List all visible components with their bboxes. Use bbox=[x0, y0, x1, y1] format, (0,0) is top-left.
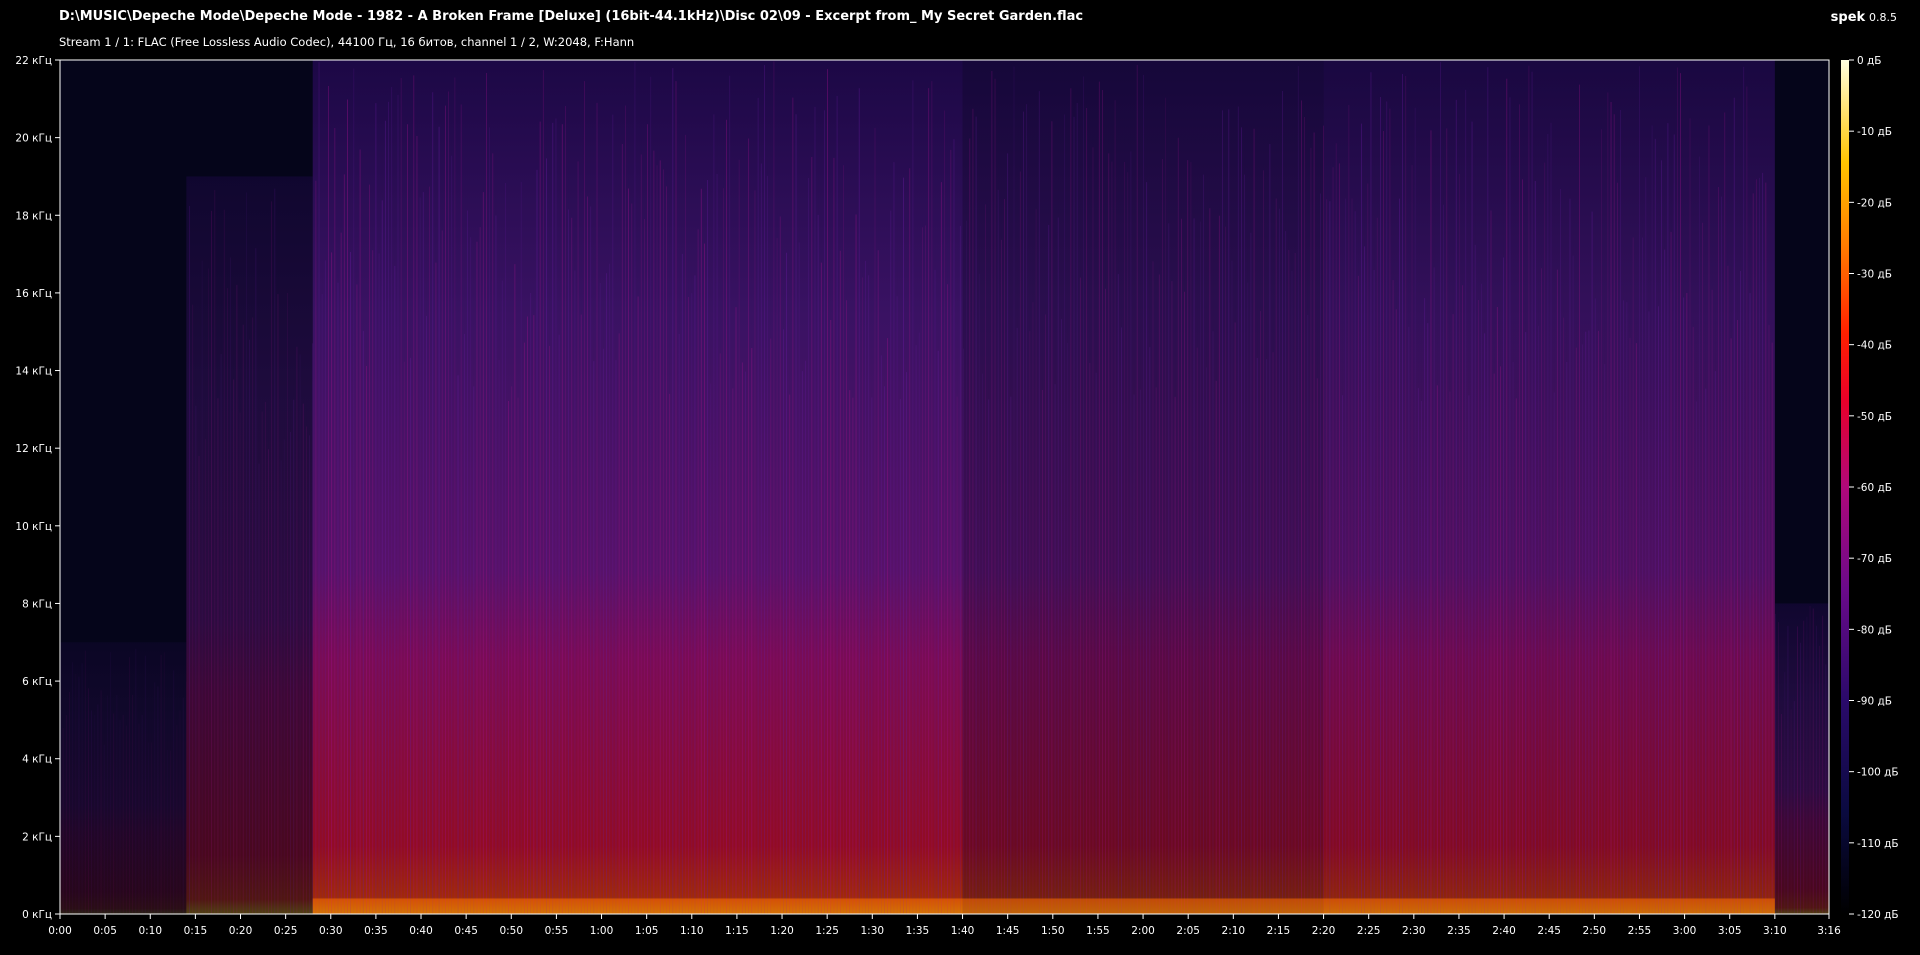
x-tick-label: 0:55 bbox=[545, 925, 569, 937]
x-tick-label: 1:10 bbox=[680, 925, 704, 937]
x-tick-label: 3:00 bbox=[1673, 925, 1697, 937]
x-tick-label: 1:45 bbox=[996, 925, 1020, 937]
x-tick-label: 0:35 bbox=[364, 925, 388, 937]
colorbar-tick-label: -80 дБ bbox=[1857, 624, 1892, 636]
x-tick-label: 0:05 bbox=[93, 925, 117, 937]
x-tick-label: 3:05 bbox=[1718, 925, 1742, 937]
stream-info: Stream 1 / 1: FLAC (Free Lossless Audio … bbox=[59, 35, 635, 49]
y-tick-label: 6 кГц bbox=[22, 676, 52, 688]
x-tick-label: 2:30 bbox=[1402, 925, 1426, 937]
x-tick-label: 2:15 bbox=[1267, 925, 1291, 937]
axes: 0 кГц 2 кГц 4 кГц 6 кГц 8 кГц 10 кГц 12 кГц 14 … bbox=[15, 55, 1841, 937]
x-tick-label: 1:40 bbox=[951, 925, 975, 937]
x-tick-label: 0:20 bbox=[229, 925, 253, 937]
colorbar-tick-label: 0 дБ bbox=[1857, 55, 1881, 67]
spectrogram-segment bbox=[1323, 60, 1775, 914]
colorbar-tick-label: -40 дБ bbox=[1857, 340, 1892, 352]
x-tick-label: 2:25 bbox=[1357, 925, 1381, 937]
y-tick-label: 10 кГц bbox=[15, 521, 52, 533]
x-tick-label: 1:35 bbox=[906, 925, 930, 937]
y-tick-label: 0 кГц bbox=[22, 909, 52, 921]
x-tick-label: 0:00 bbox=[48, 925, 72, 937]
x-tick-label: 1:30 bbox=[860, 925, 884, 937]
spectrogram-segment bbox=[962, 60, 1324, 914]
y-tick-label: 16 кГц bbox=[15, 288, 52, 300]
colorbar-tick-label: -90 дБ bbox=[1857, 696, 1892, 708]
colorbar-tick-label: -110 дБ bbox=[1857, 838, 1899, 850]
colorbar-tick-label: -20 дБ bbox=[1857, 197, 1892, 209]
x-tick-label: 0:50 bbox=[499, 925, 523, 937]
x-tick-label: 1:55 bbox=[1086, 925, 1110, 937]
x-tick-label: 2:50 bbox=[1583, 925, 1607, 937]
y-tick-label: 4 кГц bbox=[22, 754, 52, 766]
spectrogram-segment bbox=[312, 60, 963, 914]
x-tick-label: 1:05 bbox=[635, 925, 659, 937]
colorbar-tick-label: -60 дБ bbox=[1857, 482, 1892, 494]
x-tick-label: 0:10 bbox=[138, 925, 162, 937]
colorbar: 0 дБ -10 дБ -20 дБ -30 дБ -40 дБ -50 дБ -60 дБ… bbox=[1841, 55, 1899, 921]
low-frequency-band bbox=[312, 898, 1775, 914]
x-tick-label: 1:50 bbox=[1041, 925, 1065, 937]
y-tick-label: 20 кГц bbox=[15, 133, 52, 145]
x-tick-label: 0:15 bbox=[184, 925, 208, 937]
colorbar-gradient bbox=[1841, 60, 1849, 914]
x-tick-label: 1:20 bbox=[770, 925, 794, 937]
app-version: 0.8.5 bbox=[1869, 11, 1897, 24]
spectrogram-segment bbox=[1774, 603, 1829, 914]
plot-border bbox=[59, 59, 1830, 915]
x-tick-label: 2:55 bbox=[1628, 925, 1652, 937]
x-tick-label: 1:25 bbox=[815, 925, 839, 937]
colorbar-tick-label: -50 дБ bbox=[1857, 411, 1892, 423]
x-tick-label: 2:40 bbox=[1492, 925, 1516, 937]
x-tick-label: 3:16 bbox=[1817, 925, 1841, 937]
x-tick-label: 1:15 bbox=[725, 925, 749, 937]
spectrogram-segment bbox=[186, 176, 313, 915]
y-tick-label: 8 кГц bbox=[22, 598, 52, 610]
colorbar-tick-label: -120 дБ bbox=[1857, 909, 1899, 921]
app-name: spek bbox=[1830, 10, 1866, 25]
spectrogram-segment bbox=[60, 642, 187, 914]
x-tick-label: 0:40 bbox=[409, 925, 433, 937]
x-tick-label: 1:00 bbox=[590, 925, 614, 937]
x-tick-label: 2:05 bbox=[1176, 925, 1200, 937]
x-tick-label: 2:20 bbox=[1312, 925, 1336, 937]
file-path-title: D:\MUSIC\Depeche Mode\Depeche Mode - 198… bbox=[59, 9, 1084, 24]
x-tick-label: 0:30 bbox=[319, 925, 343, 937]
x-tick-label: 2:45 bbox=[1537, 925, 1561, 937]
y-tick-label: 22 кГц bbox=[15, 55, 52, 67]
y-tick-label: 18 кГц bbox=[15, 210, 52, 222]
x-tick-label: 2:00 bbox=[1131, 925, 1155, 937]
x-tick-label: 0:45 bbox=[454, 925, 478, 937]
colorbar-tick-label: -100 дБ bbox=[1857, 767, 1899, 779]
colorbar-tick-label: -10 дБ bbox=[1857, 126, 1892, 138]
y-tick-label: 12 кГц bbox=[15, 443, 52, 455]
y-tick-label: 14 кГц bbox=[15, 366, 52, 378]
app-brand: spek 0.8.5 bbox=[1831, 10, 1897, 25]
colorbar-tick-label: -70 дБ bbox=[1857, 553, 1892, 565]
x-tick-label: 3:10 bbox=[1763, 925, 1787, 937]
x-tick-label: 2:10 bbox=[1222, 925, 1246, 937]
y-tick-label: 2 кГц bbox=[22, 831, 52, 843]
x-tick-label: 0:25 bbox=[274, 925, 298, 937]
spectrogram-plot bbox=[59, 60, 1830, 915]
colorbar-tick-label: -30 дБ bbox=[1857, 269, 1892, 281]
x-tick-label: 2:35 bbox=[1447, 925, 1471, 937]
